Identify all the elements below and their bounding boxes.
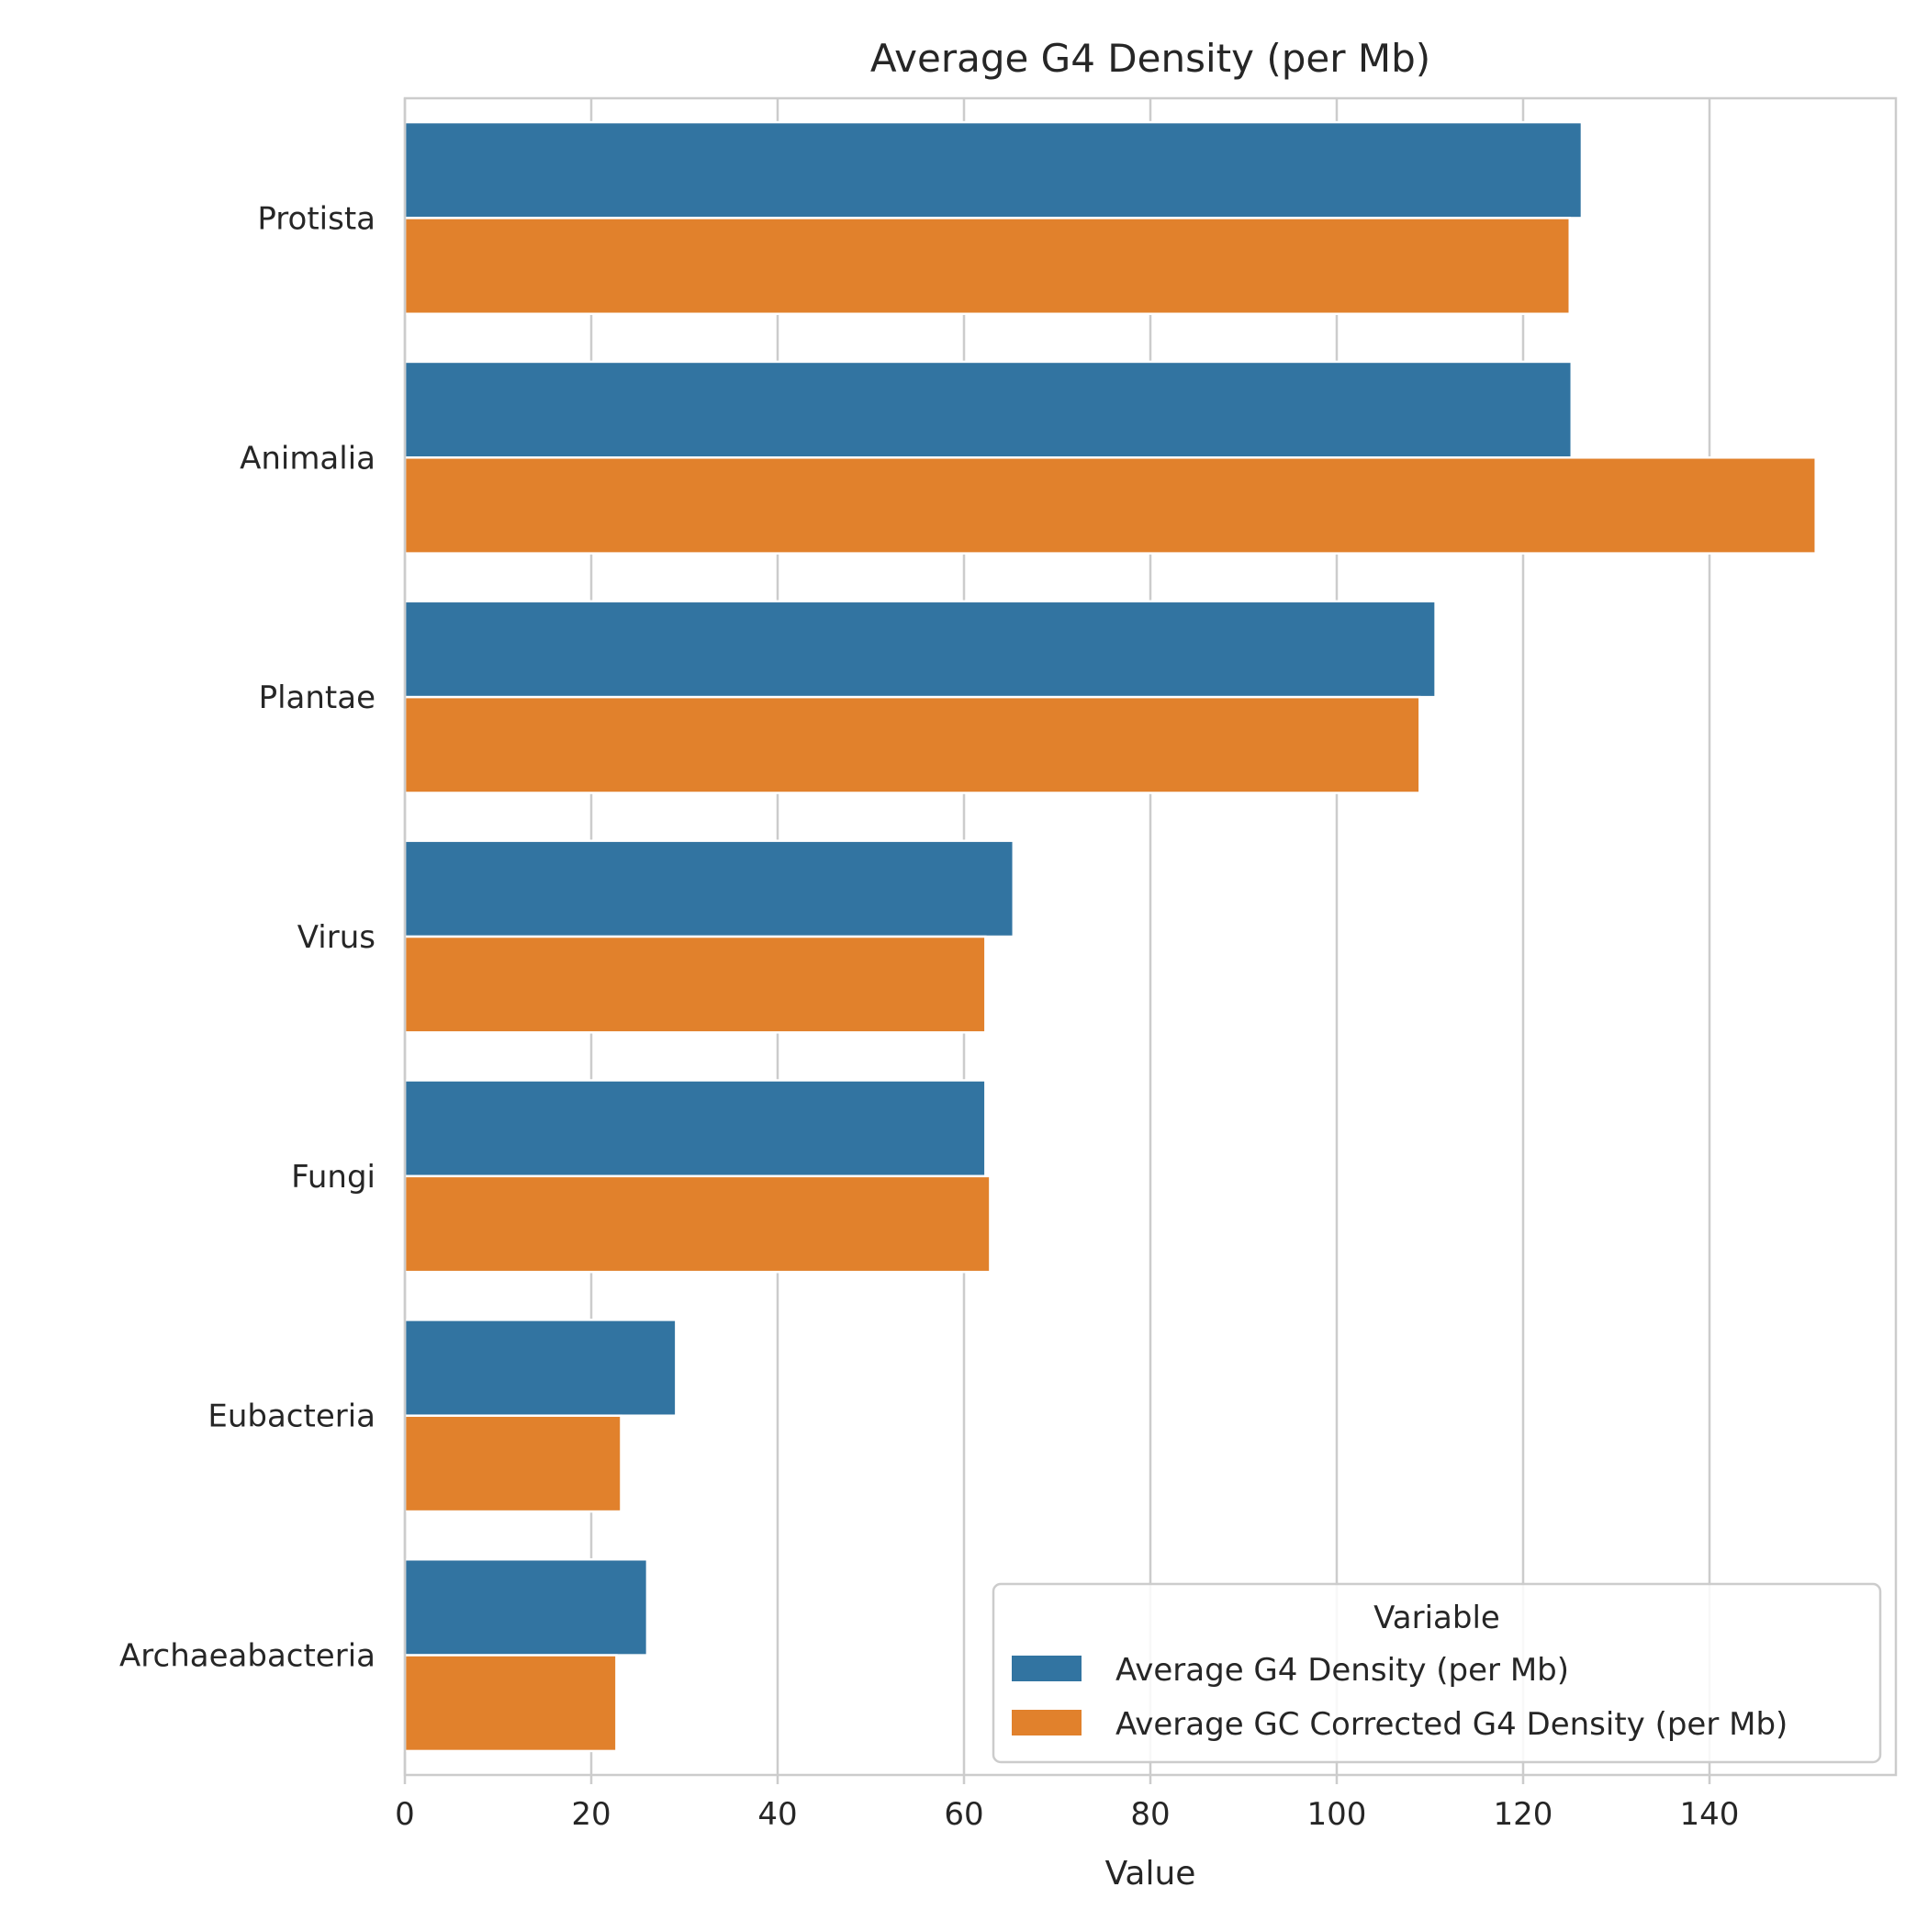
bar-archaeabacteria-series-1 <box>403 1654 618 1753</box>
legend-frame <box>992 1582 1882 1764</box>
x-tick-label-1: 20 <box>571 1796 611 1833</box>
bar-animalia-series-0 <box>403 360 1574 459</box>
y-tick-label-protista: Protista <box>257 200 376 237</box>
legend: Variable Average G4 Density (per Mb) Ave… <box>992 1582 1882 1764</box>
legend-swatch-gc-corrected <box>1012 1710 1082 1735</box>
y-tick-label-eubacteria: Eubacteria <box>207 1398 376 1435</box>
legend-label-gc-corrected: Average GC Corrected G4 Density (per Mb) <box>1115 1706 1788 1743</box>
bar-eubacteria-series-1 <box>403 1414 622 1513</box>
x-tick-label-5: 100 <box>1307 1796 1367 1833</box>
bar-protista-series-1 <box>403 217 1571 316</box>
y-tick-label-plantae: Plantae <box>259 680 376 716</box>
y-tick-labels: Protista Animalia Plantae Virus Fungi Eubacte… <box>119 200 376 1674</box>
bar-archaeabacteria-series-0 <box>403 1557 649 1657</box>
legend-label-g4-density: Average G4 Density (per Mb) <box>1115 1652 1569 1689</box>
bar-eubacteria-series-0 <box>403 1319 678 1417</box>
y-tick-label-animalia: Animalia <box>240 440 376 477</box>
x-tick-label-4: 80 <box>1130 1796 1170 1833</box>
bar-virus-series-0 <box>403 839 1015 938</box>
x-axis-label: Value <box>1105 1855 1196 1893</box>
bar-animalia-series-1 <box>403 456 1817 555</box>
bar-fungi-series-1 <box>403 1174 992 1274</box>
chart-title: Average G4 Density (per Mb) <box>870 36 1430 81</box>
y-tick-label-fungi: Fungi <box>291 1159 376 1196</box>
bar-virus-series-1 <box>403 935 987 1034</box>
x-tick-label-6: 120 <box>1494 1796 1553 1833</box>
bar-protista-series-0 <box>403 120 1584 219</box>
y-tick-label-archaeabacteria: Archaeabacteria <box>119 1638 376 1675</box>
x-tick-label-0: 0 <box>395 1796 415 1833</box>
x-tick-label-2: 40 <box>757 1796 797 1833</box>
x-tick-labels: 0 20 40 60 80 100 120 140 <box>395 1775 1739 1833</box>
x-tick-label-3: 60 <box>944 1796 983 1833</box>
y-tick-label-virus: Virus <box>297 919 376 956</box>
bar-plantae-series-0 <box>403 600 1437 699</box>
bar-plantae-series-1 <box>403 695 1421 794</box>
x-tick-label-7: 140 <box>1680 1796 1740 1833</box>
bar-fungi-series-0 <box>403 1079 987 1178</box>
legend-swatch-g4-density <box>1012 1656 1082 1681</box>
legend-title: Variable <box>1373 1600 1500 1636</box>
